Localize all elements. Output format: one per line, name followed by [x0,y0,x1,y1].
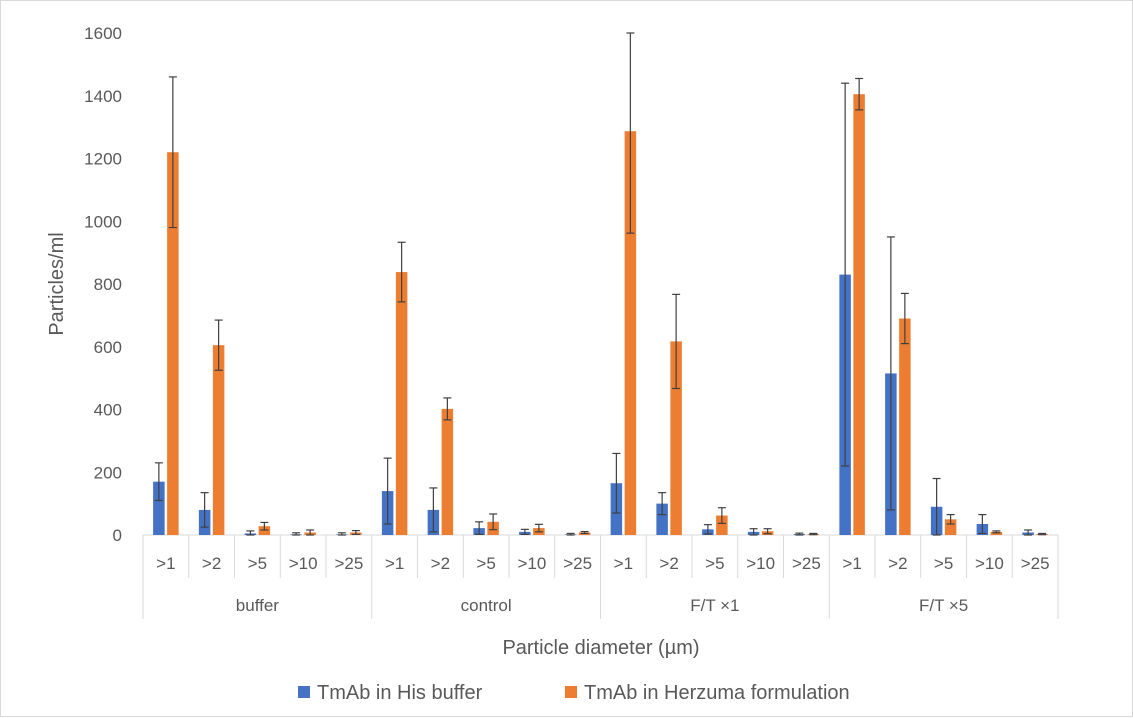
x-tick-label: >10 [517,554,546,573]
x-tick-label: >1 [842,554,861,573]
bar [656,503,668,535]
group-label: buffer [236,596,280,615]
x-tick-label: >5 [248,554,267,573]
y-tick-label: 0 [113,526,122,545]
x-tick-label: >10 [975,554,1004,573]
x-tick-label: >25 [334,554,363,573]
legend: TmAb in His buffer TmAb in Herzuma formul… [298,682,850,704]
legend-label: TmAb in Herzuma formulation [584,682,850,704]
x-tick-label: >10 [746,554,775,573]
x-tick-label: >1 [156,554,175,573]
group-label: F/T ×5 [919,596,968,615]
group-label: control [461,596,512,615]
x-tick-label: >10 [289,554,318,573]
bar [990,531,1003,535]
x-tick-label: >2 [659,554,678,573]
legend-label: TmAb in His buffer [317,682,483,704]
bar [258,526,271,535]
plot-area: 0 200 400 600 800 1000 1200 1400 1600 >1 >2 >5 >10 >2… [84,24,1059,619]
y-tick-label: 1000 [84,212,122,231]
x-tick-label: >1 [614,554,633,573]
x-tick-label: >5 [705,554,724,573]
bar [670,341,682,535]
y-tick-label: 200 [94,463,122,482]
x-axis-title: Particle diameter (µm) [502,637,699,659]
bar [441,408,454,535]
bar [153,481,165,535]
bar [167,152,179,535]
x-tick-label: >2 [888,554,907,573]
x-tick-label: >25 [792,554,821,573]
x-tick-label: >2 [431,554,450,573]
bar [212,345,225,535]
group-label: F/T ×1 [690,596,739,615]
y-tick-label: 1200 [84,150,122,169]
legend-swatch [298,686,310,698]
bar [716,515,728,535]
x-tick-label: >5 [476,554,495,573]
y-axis-title: Particles/ml [46,232,68,335]
x-tick-label: >5 [934,554,953,573]
bar [853,94,865,536]
x-tick-label: >25 [1021,554,1050,573]
x-tick-label: >2 [202,554,221,573]
y-tick-label: 800 [94,275,122,294]
bar [395,272,408,535]
y-tick-label: 1400 [84,87,122,106]
y-tick-label: 1600 [84,24,122,43]
bar [899,318,911,535]
y-tick-label: 400 [94,401,122,420]
y-tick-label: 600 [94,338,122,357]
x-tick-label: >1 [385,554,404,573]
bar [944,519,957,535]
x-tick-label: >25 [563,554,592,573]
bar [624,131,637,536]
legend-swatch [565,686,577,698]
